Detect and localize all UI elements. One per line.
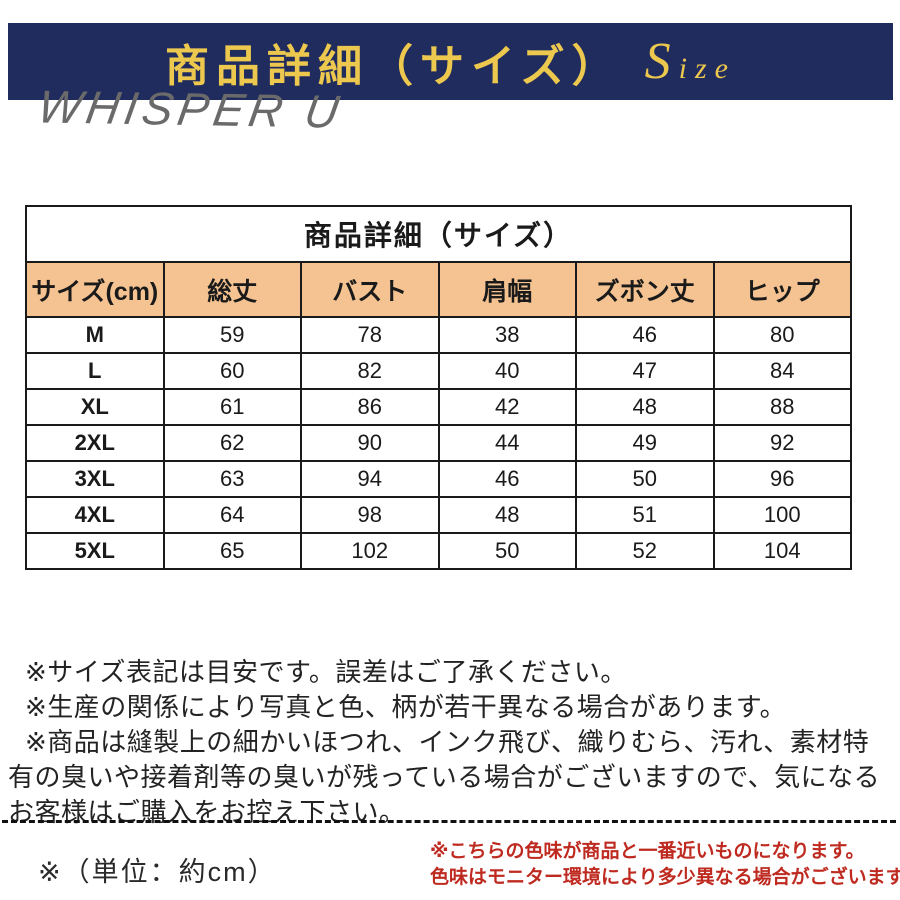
size-table-head: 商品詳細（サイズ） サイズ(cm) 総丈 バスト 肩幅 ズボン丈 ヒップ [25, 205, 852, 318]
banner-size-label: Size [644, 33, 736, 90]
measurement-cell: 80 [712, 316, 852, 354]
measurement-cell: 92 [712, 424, 852, 462]
measurement-cell: 65 [162, 532, 302, 570]
column-header-length: 総丈 [162, 261, 302, 318]
measurement-cell: 64 [162, 496, 302, 534]
measurement-cell: 96 [712, 460, 852, 498]
column-header-size: サイズ(cm) [25, 261, 165, 318]
measurement-cell: 98 [300, 496, 440, 534]
header-banner: 商品詳細（サイズ） Size [8, 23, 893, 100]
unit-note: ※（単位：約cm） [38, 857, 277, 887]
measurement-cell: 102 [300, 532, 440, 570]
measurement-cell: 50 [437, 532, 577, 570]
size-table-body: M 59 78 38 46 80 L 60 82 40 47 84 XL 61 86 42 48 88 2XL 62 9… [25, 316, 852, 570]
measurement-cell: 51 [575, 496, 715, 534]
measurement-cell: 84 [712, 352, 852, 390]
size-table: 商品詳細（サイズ） サイズ(cm) 総丈 バスト 肩幅 ズボン丈 ヒップ M 59… [25, 205, 852, 570]
measurement-cell: 104 [712, 532, 852, 570]
measurement-cell: 46 [575, 316, 715, 354]
size-label-cell: M [25, 316, 165, 354]
measurement-cell: 48 [575, 388, 715, 426]
measurement-cell: 46 [437, 460, 577, 498]
column-header-hip: ヒップ [712, 261, 852, 318]
column-header-bust: バスト [300, 261, 440, 318]
measurement-cell: 86 [300, 388, 440, 426]
measurement-cell: 61 [162, 388, 302, 426]
table-row: 3XL 63 94 46 50 96 [25, 460, 852, 498]
note-line: ※サイズ表記は目安です。誤差はご了承ください。 [25, 657, 627, 687]
table-row: 5XL 65 102 50 52 104 [25, 532, 852, 570]
column-header-shoulder: 肩幅 [437, 261, 577, 318]
notes-section: ※サイズ表記は目安です。誤差はご了承ください。 ※生産の関係により写真と色、柄が… [8, 655, 894, 830]
table-row: 2XL 62 90 44 49 92 [25, 424, 852, 462]
banner-title: 商品詳細（サイズ） [164, 41, 623, 91]
measurement-cell: 47 [575, 352, 715, 390]
brand-watermark: WHISPER U [34, 80, 348, 138]
measurement-cell: 60 [162, 352, 302, 390]
dashed-divider [2, 820, 896, 823]
color-disclaimer-line: ※こちらの色味が商品と一番近いものになります。 [430, 841, 865, 862]
table-row: L 60 82 40 47 84 [25, 352, 852, 390]
measurement-cell: 63 [162, 460, 302, 498]
measurement-cell: 100 [712, 496, 852, 534]
size-table-title: 商品詳細（サイズ） [25, 205, 852, 263]
table-row: M 59 78 38 46 80 [25, 316, 852, 354]
size-table-title-row: 商品詳細（サイズ） [25, 205, 852, 263]
size-label-cell: 4XL [25, 496, 165, 534]
table-row: 4XL 64 98 48 51 100 [25, 496, 852, 534]
measurement-cell: 88 [712, 388, 852, 426]
table-row: XL 61 86 42 48 88 [25, 388, 852, 426]
measurement-cell: 40 [437, 352, 577, 390]
measurement-cell: 94 [300, 460, 440, 498]
size-label-cell: L [25, 352, 165, 390]
measurement-cell: 48 [437, 496, 577, 534]
measurement-cell: 62 [162, 424, 302, 462]
measurement-cell: 52 [575, 532, 715, 570]
size-label-cell: 3XL [25, 460, 165, 498]
size-table-header-row: サイズ(cm) 総丈 バスト 肩幅 ズボン丈 ヒップ [25, 261, 852, 318]
measurement-cell: 42 [437, 388, 577, 426]
size-label-cell: 5XL [25, 532, 165, 570]
note-line: ※生産の関係により写真と色、柄が若干異なる場合があります。 [25, 692, 787, 722]
measurement-cell: 49 [575, 424, 715, 462]
column-header-pants: ズボン丈 [575, 261, 715, 318]
measurement-cell: 50 [575, 460, 715, 498]
color-disclaimer-line: 色味はモニター環境により多少異なる場合がございます。 [430, 867, 900, 888]
note-line: ※商品は縫製上の細かいほつれ、インク飛び、織りむら、汚れ、素材特有の臭いや接着剤… [8, 727, 881, 827]
measurement-cell: 38 [437, 316, 577, 354]
measurement-cell: 78 [300, 316, 440, 354]
color-disclaimer: ※こちらの色味が商品と一番近いものになります。 色味はモニター環境により多少異な… [430, 839, 900, 891]
measurement-cell: 59 [162, 316, 302, 354]
size-label-cell: 2XL [25, 424, 165, 462]
measurement-cell: 90 [300, 424, 440, 462]
size-label-cell: XL [25, 388, 165, 426]
measurement-cell: 82 [300, 352, 440, 390]
measurement-cell: 44 [437, 424, 577, 462]
